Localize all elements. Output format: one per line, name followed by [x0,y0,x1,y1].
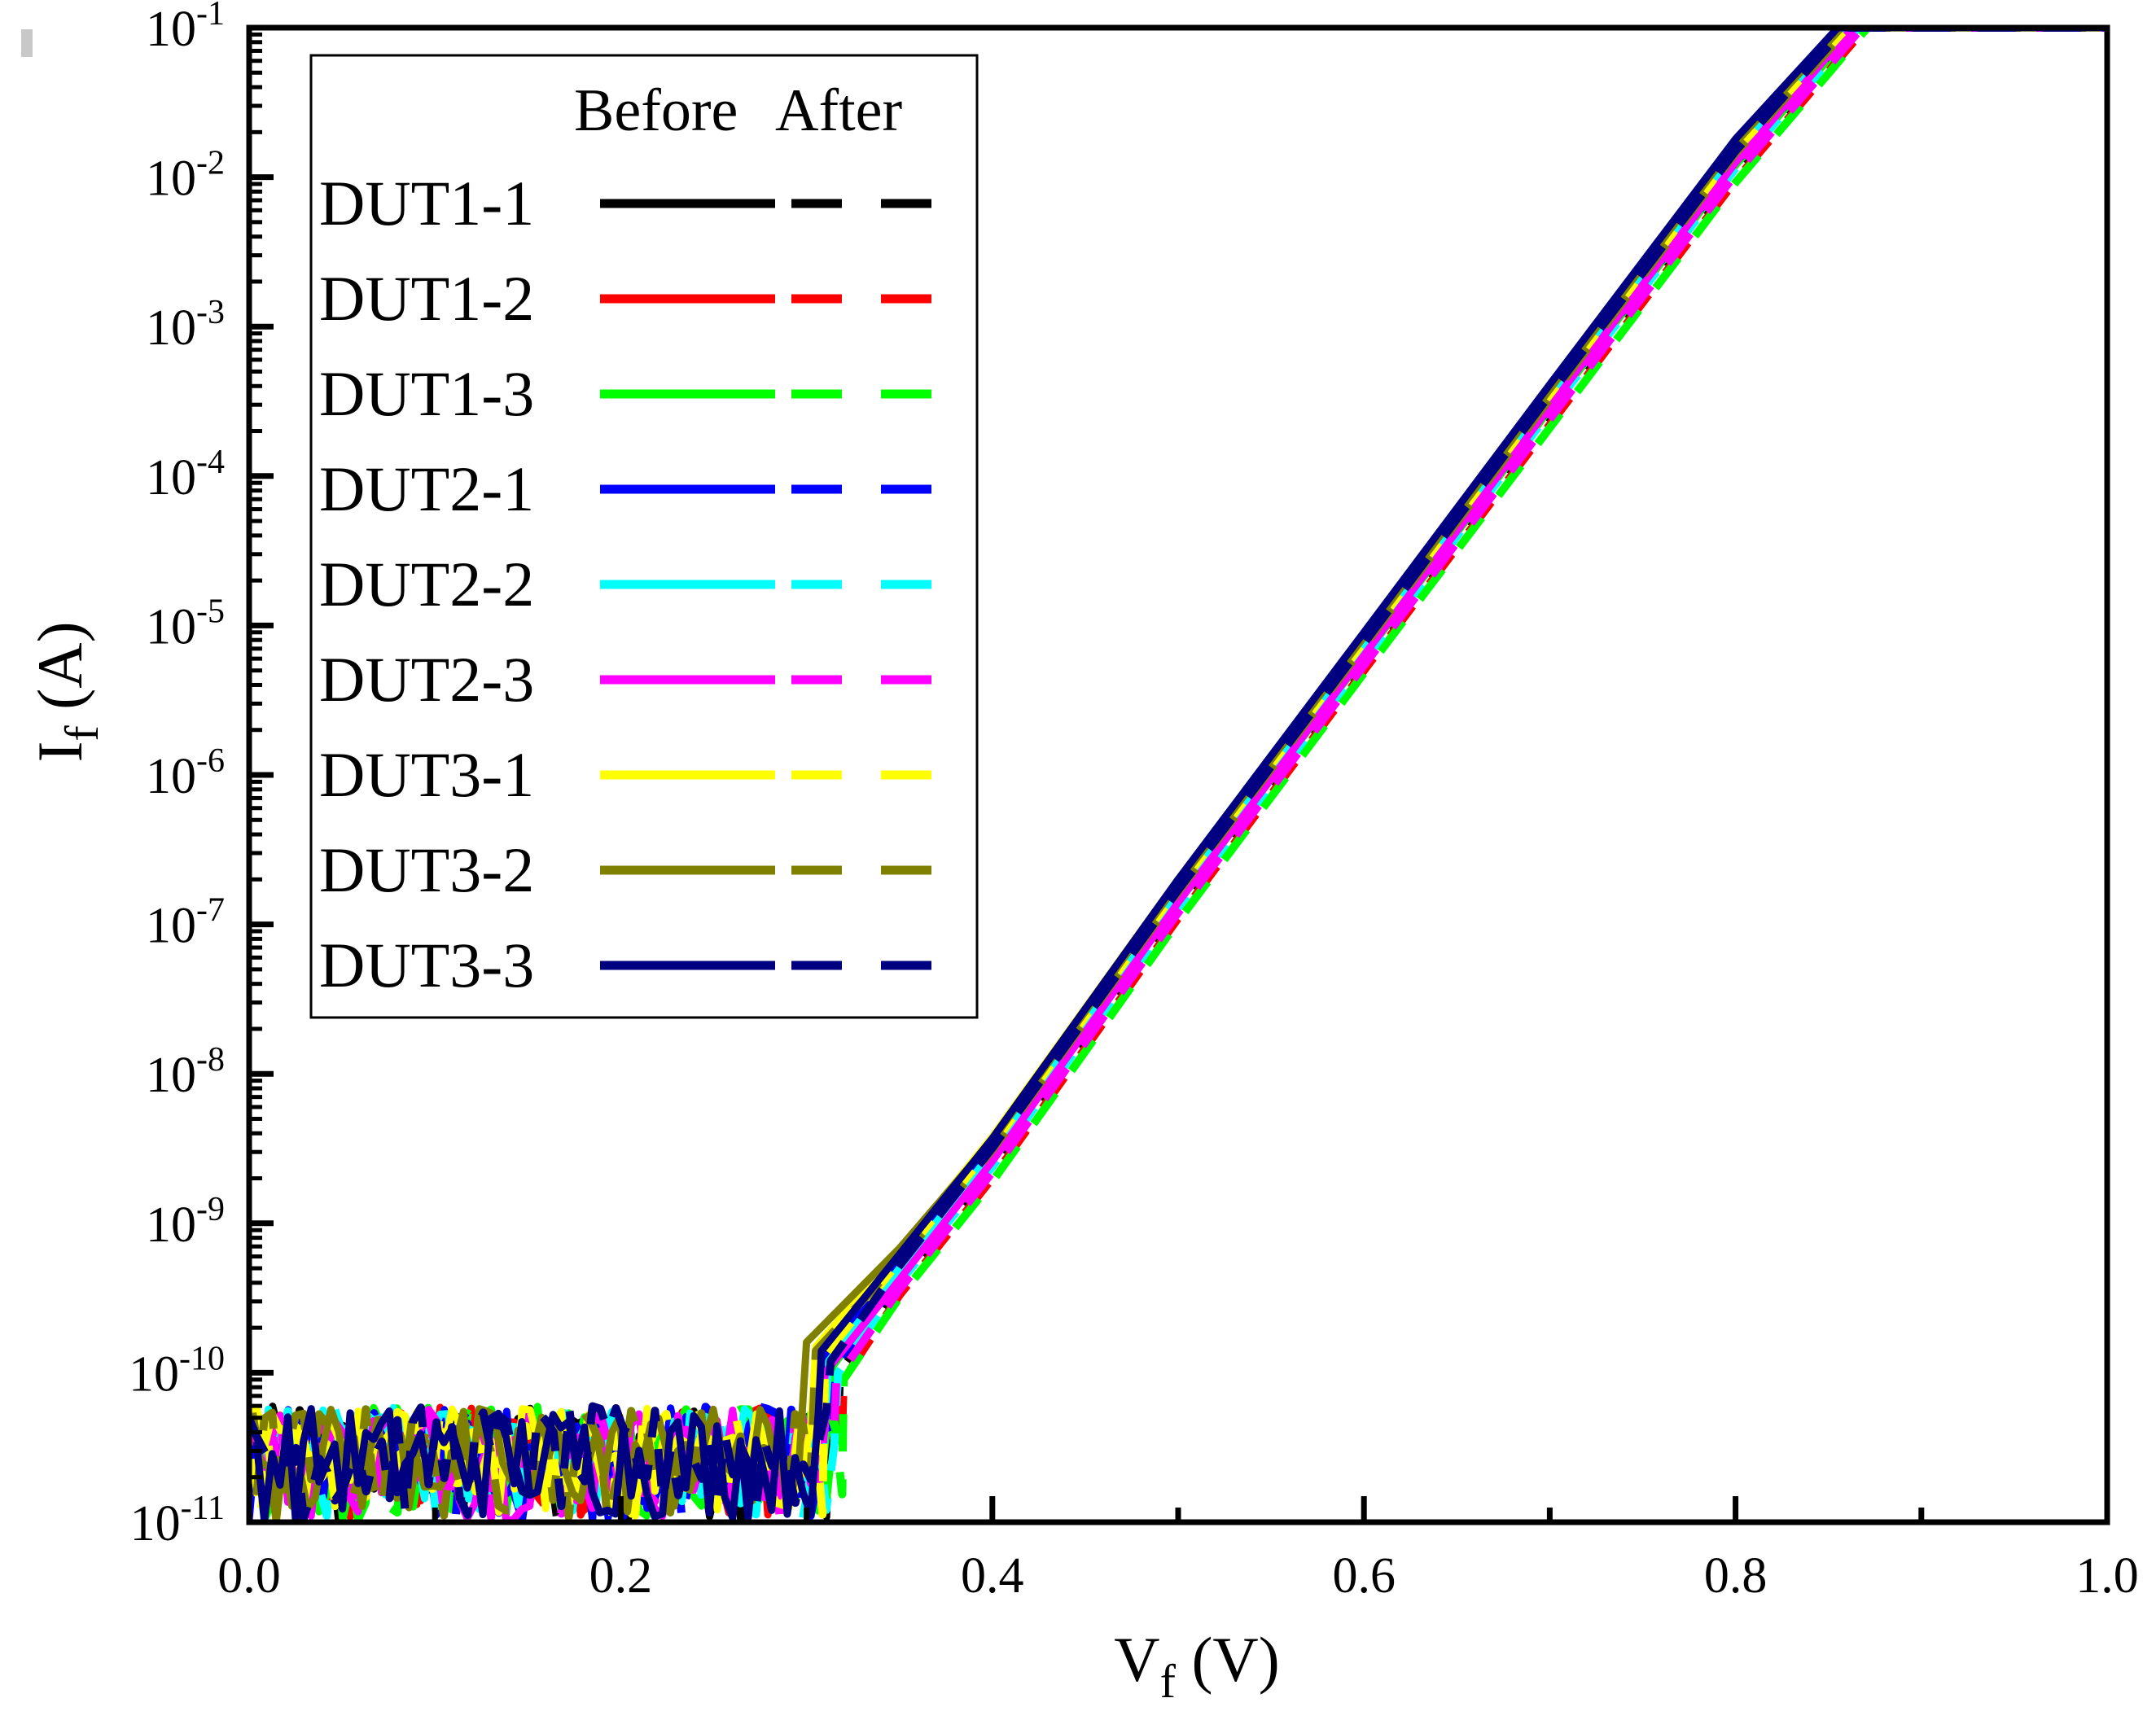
legend-label-dut1-3: DUT1-3 [319,358,534,429]
x-tick-label: 0.8 [1704,1548,1768,1604]
legend-label-dut3-2: DUT3-2 [319,834,534,905]
x-axis-title: Vf (V) [1114,1624,1279,1708]
y-tick-label: 10-8 [146,1041,225,1103]
series-line-dut3-2-after [252,28,2107,1522]
y-axis-title-unit: (A) [24,621,95,725]
x-tick-label: 0.6 [1332,1548,1396,1604]
legend-label-dut1-2: DUT1-2 [319,263,534,334]
x-tick-label: 0.2 [589,1548,653,1604]
legend-label-dut2-2: DUT2-2 [319,549,534,619]
axis-layer: 0.0 0.2 0.4 0.6 0.8 1.0 10-11 10-10 10-9 10-8 10-7… [129,0,2139,1604]
y-axis-title-main: I [24,742,95,763]
legend-label-dut3-1: DUT3-1 [319,739,534,810]
x-tick-label: 0.0 [217,1548,281,1604]
legend-box [309,54,979,1019]
y-tick-label: 10-6 [146,742,225,804]
y-tick-label: 10-4 [146,444,225,505]
y-tick-label: 10-2 [146,145,225,207]
x-tick-label: 1.0 [2075,1548,2139,1604]
y-tick-label: 10-5 [146,593,225,654]
y-tick-label: 10-1 [146,0,225,57]
series-layer [249,28,2107,1522]
y-tick-label: 10-9 [146,1191,225,1253]
y-tick-label: 10-10 [129,1340,225,1402]
y-tick-label: 10-7 [146,892,225,954]
legend-label-dut1-1: DUT1-1 [319,168,534,239]
y-tick-label: 10-3 [146,294,225,356]
series-line-dut3-3-after [249,28,2107,1522]
legend-header-after: After [775,77,902,144]
legend-label-dut2-1: DUT2-1 [319,453,534,524]
y-tick-label: 10-11 [130,1490,225,1552]
legend-header-before: Before [574,77,738,144]
legend-label-dut2-3: DUT2-3 [319,644,534,715]
y-axis-title: If (A) [24,621,108,762]
x-tick-label: 0.4 [961,1548,1024,1604]
x-axis-title-sub: f [1160,1655,1177,1708]
y-axis-title-sub: f [55,725,108,742]
x-axis-title-unit: (V) [1176,1624,1280,1695]
x-axis-title-main: V [1114,1624,1159,1695]
corner-mark [21,29,33,57]
legend: Before After DUT1-1 DUT1-2 DUT1-3 DUT2-1 DUT2-… [309,54,979,1019]
legend-label-dut3-3: DUT3-3 [319,930,534,1000]
